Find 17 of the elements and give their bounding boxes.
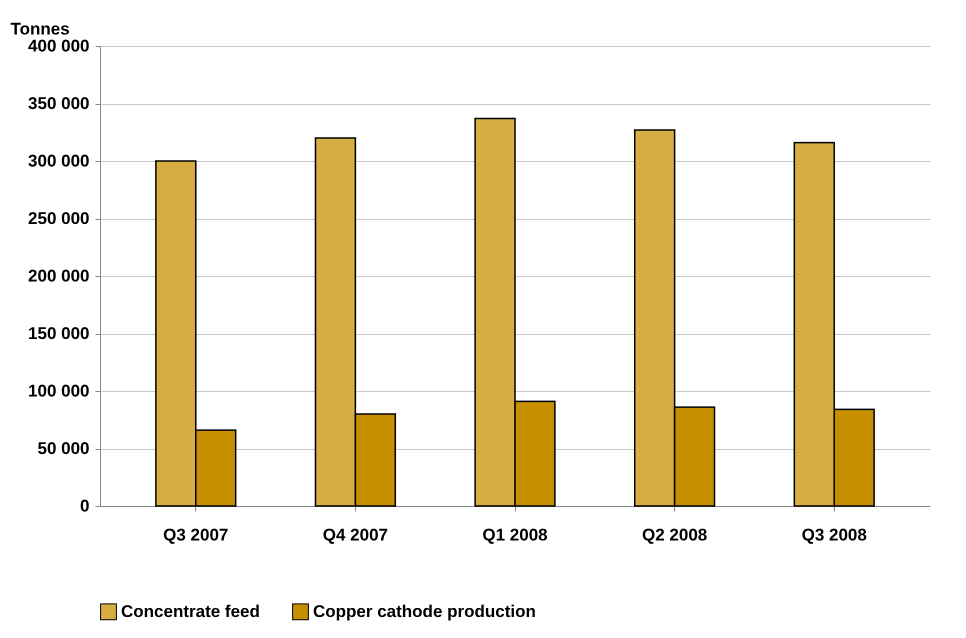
y-tick-label: 100 000 — [28, 382, 90, 400]
y-axis-title: Tonnes — [10, 20, 70, 38]
x-tick-label: Q1 2008 — [482, 526, 548, 544]
y-tick-label: 50 000 — [38, 439, 90, 458]
x-tick-label: Q3 2007 — [163, 526, 228, 544]
x-tick-label: Q4 2007 — [322, 526, 388, 544]
y-tick-label: 200 000 — [28, 266, 90, 286]
y-tick-label: 300 000 — [28, 152, 90, 170]
legend-label: Copper cathode production — [313, 602, 536, 621]
legend-label: Concentrate feed — [121, 602, 260, 621]
y-tick-label: 0 — [80, 496, 90, 516]
y-tick-label: 350 000 — [28, 94, 90, 113]
x-tick-label: Q3 2008 — [802, 526, 867, 544]
y-tick-label: 250 000 — [28, 209, 90, 228]
y-tick-label: 150 000 — [28, 324, 90, 343]
y-tick-label: 400 000 — [28, 36, 90, 56]
x-tick-label: Q2 2008 — [642, 526, 708, 544]
